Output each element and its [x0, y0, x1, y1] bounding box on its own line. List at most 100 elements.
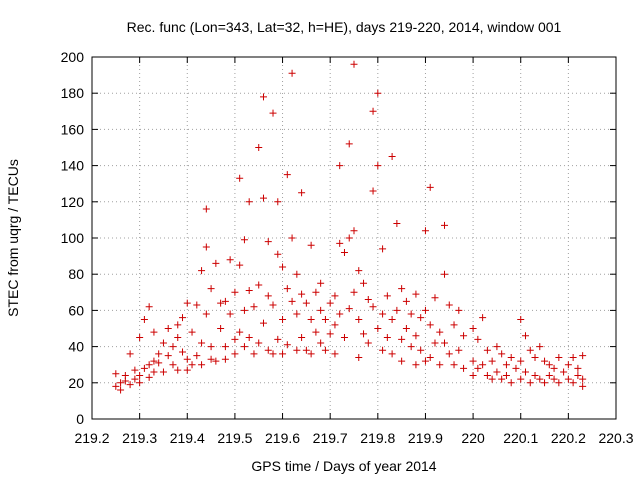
x-tick-label: 219.9 [408, 430, 443, 446]
data-point [179, 314, 187, 322]
data-point [493, 343, 501, 351]
data-point [564, 375, 572, 383]
data-point [531, 372, 539, 380]
data-point [240, 343, 248, 351]
y-tick-label: 180 [61, 85, 85, 101]
y-axis-label: STEC from uqrg / TECUs [5, 159, 21, 317]
x-tick-label: 219.7 [313, 430, 348, 446]
data-point [298, 334, 306, 342]
data-point [474, 364, 482, 372]
data-point [536, 343, 544, 351]
data-point [145, 361, 153, 369]
y-tick-label: 40 [68, 339, 84, 355]
data-point [460, 332, 468, 340]
data-point [231, 288, 239, 296]
data-point [140, 315, 148, 323]
data-point [412, 361, 420, 369]
data-point [421, 357, 429, 365]
data-point [421, 306, 429, 314]
data-point [579, 352, 587, 360]
x-tick-labels: 219.2 219.3 219.4 219.5 219.6 219.7 219.8 219.9… [74, 430, 633, 446]
data-point [379, 245, 387, 253]
y-tick-label: 100 [61, 230, 85, 246]
data-point [221, 297, 229, 305]
data-point [550, 375, 558, 383]
data-point [412, 290, 420, 298]
data-point [193, 352, 201, 360]
data-point [293, 270, 301, 278]
data-point [498, 375, 506, 383]
data-point [236, 261, 244, 269]
data-point [212, 357, 220, 365]
y-tick-label: 120 [61, 194, 85, 210]
data-point [179, 348, 187, 356]
y-tick-label: 60 [68, 302, 84, 318]
data-point [345, 234, 353, 242]
data-point [350, 60, 358, 68]
data-point [231, 350, 239, 358]
data-point [469, 372, 477, 380]
data-point [269, 350, 277, 358]
data-point [388, 153, 396, 161]
data-point [441, 221, 449, 229]
x-tick-label: 219.8 [360, 430, 395, 446]
data-point [145, 303, 153, 311]
data-point [417, 314, 425, 322]
data-point [198, 267, 206, 275]
data-point [345, 305, 353, 313]
data-point [374, 89, 382, 97]
data-point [312, 328, 320, 336]
data-point [350, 227, 358, 235]
data-point [298, 189, 306, 197]
data-point [541, 357, 549, 365]
data-point [336, 239, 344, 247]
data-point [274, 250, 282, 258]
data-point [302, 299, 310, 307]
data-point [436, 361, 444, 369]
x-tick-label: 219.4 [170, 430, 205, 446]
data-point [221, 343, 229, 351]
data-point [140, 364, 148, 372]
data-point [269, 301, 277, 309]
data-point [436, 328, 444, 336]
data-point [321, 315, 329, 323]
data-points [112, 60, 587, 394]
data-point [441, 339, 449, 347]
data-point [217, 325, 225, 332]
data-point [283, 341, 291, 349]
data-point [183, 366, 191, 374]
data-point [326, 330, 334, 338]
data-point [379, 346, 387, 354]
data-point [393, 220, 401, 228]
data-point [198, 339, 206, 347]
data-point [450, 321, 458, 329]
data-point [545, 361, 553, 369]
data-point [407, 310, 415, 318]
data-point [264, 238, 272, 246]
data-point [269, 109, 277, 117]
data-point [550, 364, 558, 372]
data-point [569, 379, 577, 387]
data-point [155, 350, 163, 358]
data-point [331, 321, 339, 329]
data-point [198, 361, 206, 369]
data-point [169, 361, 177, 369]
data-point [117, 386, 125, 394]
data-point [336, 162, 344, 170]
data-point [517, 375, 525, 383]
y-tick-label: 160 [61, 121, 85, 137]
grid-lines [92, 57, 616, 419]
data-point [279, 263, 287, 271]
data-point [426, 183, 434, 191]
data-point [521, 368, 529, 376]
data-point [245, 286, 253, 294]
data-point [460, 364, 468, 372]
data-point [383, 292, 391, 300]
data-point [364, 296, 372, 304]
data-point [445, 350, 453, 358]
y-tick-label: 140 [61, 158, 85, 174]
data-point [512, 364, 520, 372]
data-point [545, 372, 553, 380]
data-point [421, 227, 429, 235]
data-point [283, 285, 291, 293]
